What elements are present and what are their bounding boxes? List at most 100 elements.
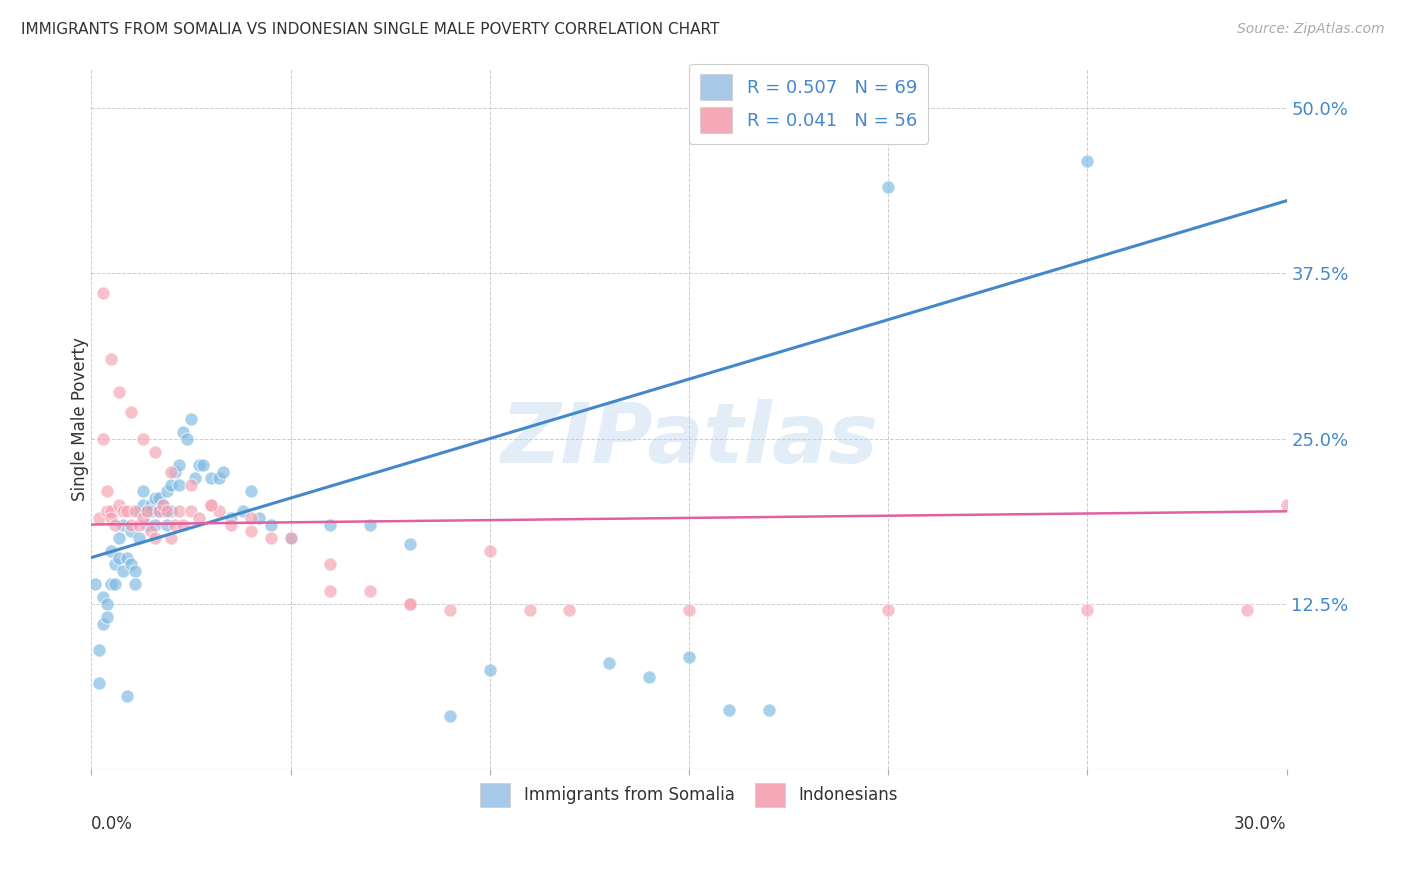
Point	[156, 504, 179, 518]
Point	[91, 432, 114, 446]
Point	[439, 709, 461, 723]
Point	[160, 478, 183, 492]
Point	[100, 511, 122, 525]
Point	[160, 531, 183, 545]
Point	[359, 583, 381, 598]
Point	[124, 564, 146, 578]
Point	[167, 478, 190, 492]
Point	[120, 517, 142, 532]
Point	[104, 577, 127, 591]
Point	[143, 517, 166, 532]
Point	[200, 498, 222, 512]
Point	[143, 491, 166, 505]
Point	[124, 577, 146, 591]
Point	[100, 544, 122, 558]
Point	[156, 517, 179, 532]
Point	[678, 649, 700, 664]
Point	[439, 603, 461, 617]
Point	[1236, 603, 1258, 617]
Point	[259, 531, 281, 545]
Point	[519, 603, 541, 617]
Point	[91, 286, 114, 301]
Point	[96, 597, 118, 611]
Point	[112, 504, 135, 518]
Point	[478, 544, 501, 558]
Text: IMMIGRANTS FROM SOMALIA VS INDONESIAN SINGLE MALE POVERTY CORRELATION CHART: IMMIGRANTS FROM SOMALIA VS INDONESIAN SI…	[21, 22, 720, 37]
Point	[259, 517, 281, 532]
Point	[239, 524, 262, 538]
Point	[1076, 603, 1098, 617]
Point	[100, 504, 122, 518]
Point	[156, 484, 179, 499]
Point	[239, 511, 262, 525]
Point	[399, 537, 422, 551]
Point	[638, 669, 661, 683]
Point	[160, 504, 183, 518]
Text: 30.0%: 30.0%	[1234, 815, 1286, 833]
Point	[139, 504, 162, 518]
Point	[399, 597, 422, 611]
Point	[143, 531, 166, 545]
Point	[180, 478, 202, 492]
Point	[115, 504, 138, 518]
Point	[120, 405, 142, 419]
Point	[112, 517, 135, 532]
Point	[877, 603, 900, 617]
Point	[104, 557, 127, 571]
Point	[152, 498, 174, 512]
Point	[108, 498, 131, 512]
Point	[598, 657, 620, 671]
Point	[89, 643, 111, 657]
Point	[136, 504, 159, 518]
Point	[187, 458, 209, 472]
Point	[148, 491, 170, 505]
Point	[136, 517, 159, 532]
Point	[115, 690, 138, 704]
Point	[132, 484, 155, 499]
Point	[167, 458, 190, 472]
Point	[208, 504, 231, 518]
Point	[200, 498, 222, 512]
Text: 0.0%: 0.0%	[91, 815, 134, 833]
Point	[132, 498, 155, 512]
Point	[180, 504, 202, 518]
Point	[280, 531, 302, 545]
Point	[120, 524, 142, 538]
Point	[136, 504, 159, 518]
Point	[139, 524, 162, 538]
Point	[176, 432, 198, 446]
Point	[128, 504, 150, 518]
Point	[167, 504, 190, 518]
Point	[558, 603, 581, 617]
Point	[172, 425, 194, 439]
Point	[758, 702, 780, 716]
Point	[124, 504, 146, 518]
Point	[319, 517, 342, 532]
Point	[115, 550, 138, 565]
Point	[319, 557, 342, 571]
Point	[187, 511, 209, 525]
Point	[247, 511, 270, 525]
Legend: Immigrants from Somalia, Indonesians: Immigrants from Somalia, Indonesians	[474, 776, 904, 814]
Point	[128, 531, 150, 545]
Point	[208, 471, 231, 485]
Point	[96, 484, 118, 499]
Point	[678, 603, 700, 617]
Point	[84, 577, 107, 591]
Point	[478, 663, 501, 677]
Point	[112, 564, 135, 578]
Point	[139, 498, 162, 512]
Point	[184, 471, 207, 485]
Point	[152, 504, 174, 518]
Point	[152, 498, 174, 512]
Point	[219, 511, 242, 525]
Point	[172, 517, 194, 532]
Point	[108, 385, 131, 400]
Point	[359, 517, 381, 532]
Point	[280, 531, 302, 545]
Point	[108, 531, 131, 545]
Point	[180, 411, 202, 425]
Point	[100, 577, 122, 591]
Point	[132, 511, 155, 525]
Point	[1275, 498, 1298, 512]
